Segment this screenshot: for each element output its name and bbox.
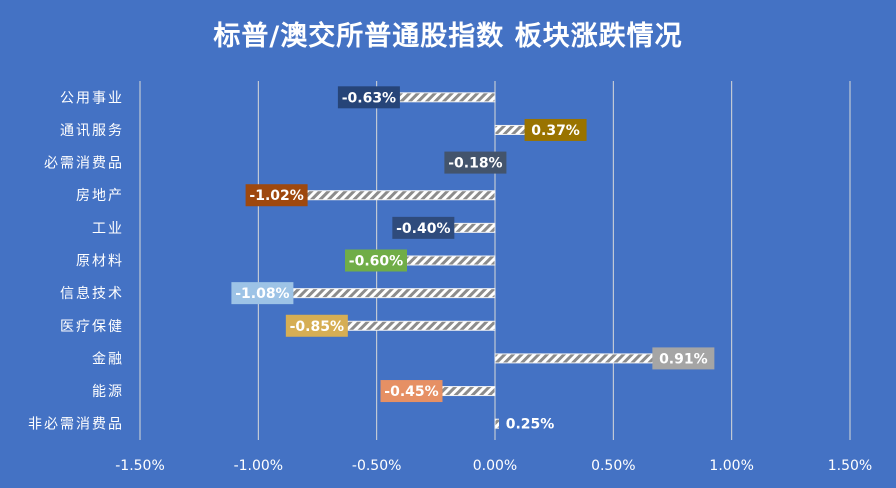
data-label: -1.02% xyxy=(249,188,303,204)
x-tick-label: -1.00% xyxy=(234,458,284,474)
category-label: 信息技术 xyxy=(60,285,124,302)
category-label: 金融 xyxy=(92,351,124,367)
data-label: 0.25% xyxy=(506,417,555,433)
chart-title: 标普/澳交所普通股指数 板块涨跌情况 xyxy=(213,21,683,52)
x-tick-label: 0.00% xyxy=(473,458,517,474)
category-label: 公用事业 xyxy=(60,90,124,106)
data-label: -1.08% xyxy=(235,286,289,302)
data-label-box xyxy=(231,282,294,305)
data-label-box xyxy=(245,184,308,207)
data-label-box xyxy=(285,314,348,337)
data-label: -0.18% xyxy=(448,156,502,172)
category-label: 原材料 xyxy=(76,254,124,270)
data-label-box xyxy=(337,86,400,109)
data-label-box xyxy=(524,118,587,141)
data-label: -0.85% xyxy=(290,319,344,335)
bars xyxy=(238,92,711,429)
data-label-box xyxy=(499,412,561,435)
x-tick-label: 1.50% xyxy=(828,458,872,474)
x-tick-labels: -1.50% -1.00% -0.50% 0.00% 0.50% 1.00% 1.50% xyxy=(115,458,872,474)
x-tick-label: -1.50% xyxy=(115,458,165,474)
category-label: 能源 xyxy=(92,384,124,400)
data-label: -0.45% xyxy=(384,384,438,400)
x-tick-label: 1.00% xyxy=(709,458,753,474)
data-label-box xyxy=(345,249,407,272)
category-label: 房地产 xyxy=(76,188,124,204)
x-tick-label: -0.50% xyxy=(352,458,402,474)
data-label: -0.63% xyxy=(342,90,396,106)
data-label: 0.37% xyxy=(531,123,580,139)
category-label: 非必需消费品 xyxy=(28,417,124,433)
data-labels: -0.63% 0.37% -0.18% -1.02% -0.40% -0.60% -1.08… xyxy=(231,86,715,435)
data-label: -0.40% xyxy=(396,221,450,237)
category-label: 工业 xyxy=(92,221,124,237)
x-tick-label: 0.50% xyxy=(591,458,635,474)
category-label: 医疗保健 xyxy=(60,319,124,335)
data-label-box xyxy=(380,380,443,403)
data-label-box xyxy=(444,151,507,174)
data-label-box xyxy=(652,347,715,370)
data-label-box xyxy=(392,216,455,239)
category-label: 通讯服务 xyxy=(60,123,124,139)
data-label: -0.60% xyxy=(349,254,403,270)
data-label: 0.91% xyxy=(659,351,708,367)
category-label: 必需消费品 xyxy=(44,156,124,172)
